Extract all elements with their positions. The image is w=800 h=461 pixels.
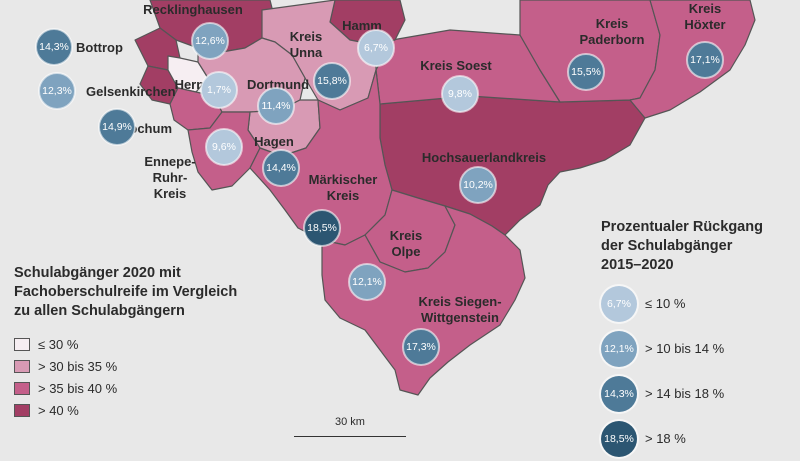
label-paderborn: Kreis Paderborn <box>579 16 644 47</box>
fill-legend-item: > 40 % <box>14 399 314 421</box>
bubble-olpe: 12,1% <box>348 263 386 301</box>
swatch-class-4 <box>14 403 30 417</box>
circle-legend: Prozentualer Rückgang der Schulabgänger … <box>601 218 797 461</box>
scale-line <box>294 430 406 437</box>
bubble-circle <box>441 75 479 113</box>
bubble-value: 14,3% <box>39 41 69 53</box>
label-soest: Kreis Soest <box>420 58 492 73</box>
bubble-value: 1,7% <box>207 84 231 96</box>
bubble-hoexter: 17,1% <box>686 41 724 79</box>
bubble-value: 18,5% <box>307 222 337 234</box>
fill-legend-label: > 30 bis 35 % <box>38 358 118 374</box>
circle-legend-label: ≤ 10 % <box>645 296 686 311</box>
label-hochsauerland: Hochsauerlandkreis <box>422 150 546 165</box>
fill-legend-item: ≤ 30 % <box>14 333 314 355</box>
fill-legend: Schulabgänger 2020 mit Fachoberschulreif… <box>14 264 314 421</box>
bubble-dortmund: 11,4% <box>257 87 295 125</box>
bubble-value: 17,3% <box>406 341 436 353</box>
bubble-circle <box>348 263 386 301</box>
scale-bar: 30 km <box>294 416 406 437</box>
circle-class-4: 18,5% <box>601 420 637 457</box>
circle-legend-item: 12,1% > 10 bis 14 % <box>601 326 797 371</box>
fill-legend-item: > 30 bis 35 % <box>14 355 314 377</box>
bubble-circle <box>567 53 605 91</box>
fill-legend-label: > 35 bis 40 % <box>38 380 118 396</box>
bubble-recklinghausen: 12,6% <box>191 22 229 60</box>
label-ennepe: Ennepe-Ruhr-Kreis <box>144 154 195 201</box>
circle-class-1: 6,7% <box>601 285 637 322</box>
label-hoexter: Kreis Höxter <box>684 1 725 32</box>
label-olpe: Kreis Olpe <box>390 228 423 259</box>
circle-legend-item: 14,3% > 14 bis 18 % <box>601 371 797 416</box>
bubble-value: 9,8% <box>448 88 472 100</box>
circle-legend-item: 18,5% > 18 % <box>601 416 797 461</box>
bubble-value: 9,6% <box>212 141 236 153</box>
bubble-circle <box>686 41 724 79</box>
circle-legend-item: 6,7% ≤ 10 % <box>601 281 797 326</box>
bubble-hagen: 14,4% <box>262 149 300 187</box>
circle-legend-title: Prozentualer Rückgang der Schulabgänger … <box>601 219 763 273</box>
bubble-circle <box>402 328 440 366</box>
bubble-circle <box>313 62 351 100</box>
fill-legend-title: Schulabgänger 2020 mit Fachoberschulreif… <box>14 265 238 319</box>
swatch-class-3 <box>14 381 30 395</box>
bubble-unna: 15,8% <box>313 62 351 100</box>
bubble-circle <box>38 72 76 110</box>
bubble-maerkisch: 18,5% <box>303 209 341 247</box>
label-hagen: Hagen <box>254 134 294 149</box>
swatch-class-1 <box>14 337 30 351</box>
bubble-herne: 1,7% <box>200 71 238 109</box>
label-hamm: Hamm <box>342 18 382 33</box>
bubble-value: 6,7% <box>364 42 388 54</box>
bubble-siegen: 17,3% <box>402 328 440 366</box>
bubble-bochum: 14,9% <box>98 108 136 146</box>
fill-legend-label: > 40 % <box>38 402 79 418</box>
bubble-gelsenkirchen: 12,3% <box>38 72 76 110</box>
bubble-hochsauerland: 10,2% <box>459 166 497 204</box>
bubble-soest: 9,8% <box>441 75 479 113</box>
label-siegen: Kreis Siegen-Wittgenstein <box>418 294 501 325</box>
bubble-value: 15,8% <box>317 75 347 87</box>
label-dortmund: Dortmund <box>247 77 309 92</box>
bubble-value: 10,2% <box>463 179 493 191</box>
bubble-circle <box>200 71 238 109</box>
bubble-hamm: 6,7% <box>357 29 395 67</box>
label-maerkisch: Märkischer Kreis <box>309 172 378 203</box>
bubble-circle <box>257 87 295 125</box>
label-gelsenkirchen: Gelsenkirchen <box>86 84 176 99</box>
bubble-circle <box>459 166 497 204</box>
bubble-value: 12,1% <box>352 276 382 288</box>
bubble-circle <box>357 29 395 67</box>
scale-label: 30 km <box>335 416 365 428</box>
bubble-value: 15,5% <box>571 66 601 78</box>
bubble-value: 14,9% <box>102 121 132 133</box>
bubble-circle <box>35 28 73 66</box>
circle-legend-label: > 14 bis 18 % <box>645 386 725 401</box>
swatch-class-2 <box>14 359 30 373</box>
bubble-circle <box>191 22 229 60</box>
bubble-circle <box>205 128 243 166</box>
bubble-ennepe: 9,6% <box>205 128 243 166</box>
bubble-value: 17,1% <box>690 54 720 66</box>
circle-legend-label: > 18 % <box>645 431 686 446</box>
bubble-value: 12,6% <box>195 35 225 47</box>
bubble-circle <box>98 108 136 146</box>
circle-class-2: 12,1% <box>601 330 637 367</box>
label-recklinghausen: Recklinghausen <box>143 2 243 17</box>
label-bottrop: Bottrop <box>76 40 123 55</box>
bubble-circle <box>262 149 300 187</box>
bubble-bottrop: 14,3% <box>35 28 73 66</box>
map: Recklinghausen Hamm Kreis Unna Kreis Paderbor… <box>35 0 756 396</box>
bubble-circle <box>303 209 341 247</box>
circle-class-3: 14,3% <box>601 375 637 412</box>
bubble-value: 14,4% <box>266 162 296 174</box>
bubble-value: 11,4% <box>262 100 291 112</box>
region-siegen-wittgenstein <box>321 205 526 396</box>
fill-legend-item: > 35 bis 40 % <box>14 377 314 399</box>
bubble-paderborn: 15,5% <box>567 53 605 91</box>
label-unna: Kreis Unna <box>290 29 323 60</box>
fill-legend-label: ≤ 30 % <box>38 336 79 352</box>
circle-legend-label: > 10 bis 14 % <box>645 341 725 356</box>
bubble-value: 12,3% <box>42 85 72 97</box>
